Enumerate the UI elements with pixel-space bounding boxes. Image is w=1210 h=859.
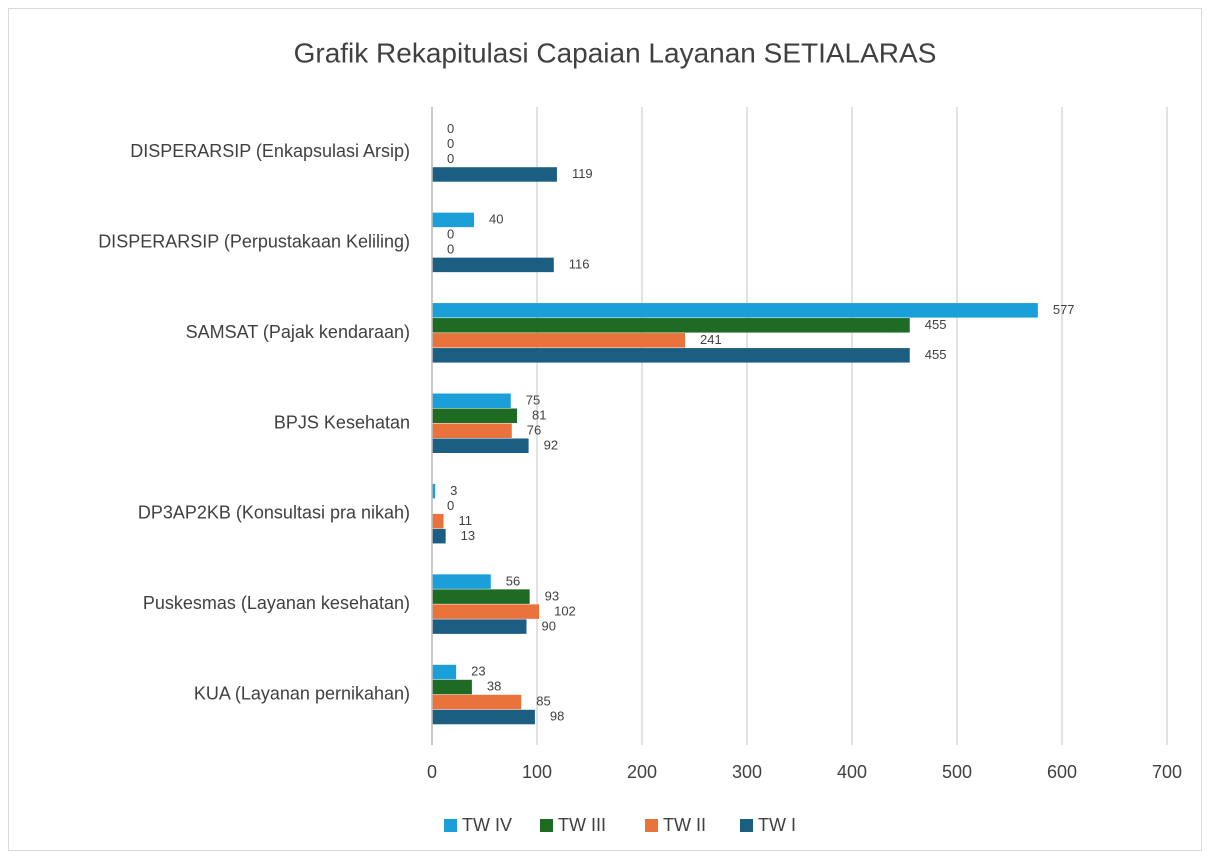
bar <box>432 574 491 589</box>
data-label: 11 <box>459 513 473 528</box>
data-label: 75 <box>526 392 540 407</box>
bar <box>432 318 910 333</box>
legend-swatch <box>740 819 753 832</box>
legend-swatch <box>645 819 658 832</box>
bar <box>432 423 512 438</box>
data-label: 81 <box>532 407 546 422</box>
x-tick-label: 200 <box>627 762 657 782</box>
data-label: 92 <box>544 437 558 452</box>
x-tick-label: 600 <box>1047 762 1077 782</box>
data-label: 0 <box>447 498 454 513</box>
bar <box>432 303 1038 318</box>
data-label: 0 <box>447 227 454 242</box>
x-tick-label: 400 <box>837 762 867 782</box>
bar <box>432 679 472 695</box>
data-label: 38 <box>487 679 501 694</box>
bar <box>432 694 522 710</box>
bar <box>432 438 529 453</box>
data-label: 90 <box>542 618 556 633</box>
data-label: 93 <box>545 588 559 603</box>
data-label: 40 <box>489 212 503 227</box>
data-label: 98 <box>550 709 564 724</box>
bar <box>432 709 535 725</box>
y-tick-label: DISPERARSIP (Enkapsulasi Arsip) <box>130 141 410 161</box>
chart-title: Grafik Rekapitulasi Capaian Layanan SETI… <box>294 37 937 68</box>
legend-label: TW I <box>758 815 796 835</box>
x-tick-label: 300 <box>732 762 762 782</box>
data-label: 0 <box>447 151 454 166</box>
y-tick-label: SAMSAT (Pajak kendaraan) <box>186 322 410 342</box>
legend-label: TW II <box>663 815 706 835</box>
data-label: 76 <box>527 422 541 437</box>
x-tick-label: 100 <box>522 762 552 782</box>
chart-frame <box>8 8 1202 851</box>
bar <box>432 257 554 273</box>
bar <box>432 408 518 423</box>
data-label: 116 <box>569 257 590 272</box>
x-tick-label: 0 <box>427 762 437 782</box>
bar <box>432 664 457 680</box>
data-label: 13 <box>461 528 475 543</box>
bar <box>432 348 910 363</box>
data-label: 0 <box>447 121 454 136</box>
data-label: 119 <box>572 166 593 181</box>
x-tick-label: 500 <box>942 762 972 782</box>
data-label: 0 <box>447 136 454 151</box>
data-label: 577 <box>1053 302 1075 317</box>
y-tick-label: KUA (Layanan pernikahan) <box>194 684 410 704</box>
y-tick-label: Puskesmas (Layanan kesehatan) <box>143 593 410 613</box>
legend-label: TW IV <box>462 815 512 835</box>
bar <box>432 619 527 634</box>
data-label: 0 <box>447 242 454 257</box>
bar <box>432 528 446 544</box>
y-tick-label: DISPERARSIP (Perpustakaan Keliling) <box>98 231 410 251</box>
bar <box>432 212 474 228</box>
legend-label: TW III <box>558 815 606 835</box>
data-label: 455 <box>925 317 947 332</box>
bar <box>432 513 444 529</box>
data-label: 3 <box>450 483 457 498</box>
bar <box>432 333 686 348</box>
x-tick-label: 700 <box>1152 762 1182 782</box>
data-label: 85 <box>536 694 550 709</box>
legend-swatch <box>540 819 553 832</box>
bar <box>432 167 557 182</box>
bar <box>432 604 540 619</box>
bar <box>432 589 530 604</box>
data-label: 23 <box>471 664 485 679</box>
data-label: 241 <box>700 332 722 347</box>
data-label: 56 <box>506 573 520 588</box>
bar <box>432 393 511 408</box>
bar <box>432 483 436 499</box>
data-label: 455 <box>925 347 947 362</box>
data-label: 102 <box>554 603 576 618</box>
y-tick-label: DP3AP2KB (Konsultasi pra nikah) <box>138 503 410 523</box>
legend-swatch <box>444 819 457 832</box>
y-tick-label: BPJS Kesehatan <box>274 412 410 432</box>
